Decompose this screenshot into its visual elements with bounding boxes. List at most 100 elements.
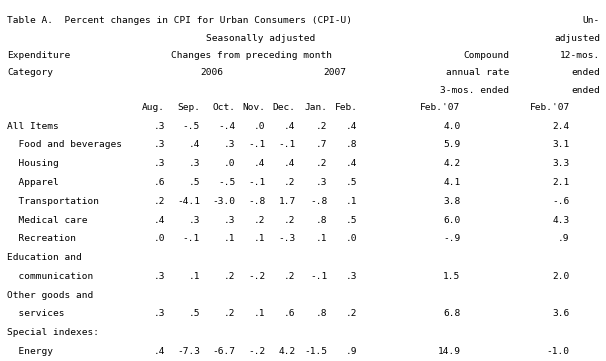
Text: Compound: Compound bbox=[463, 51, 509, 60]
Text: Oct.: Oct. bbox=[212, 103, 235, 112]
Text: -.1: -.1 bbox=[248, 140, 265, 149]
Text: .2: .2 bbox=[254, 216, 265, 225]
Text: .3: .3 bbox=[153, 159, 165, 168]
Text: .3: .3 bbox=[153, 309, 165, 318]
Text: 3.3: 3.3 bbox=[553, 159, 570, 168]
Text: Housing: Housing bbox=[7, 159, 59, 168]
Text: -.6: -.6 bbox=[553, 197, 570, 206]
Text: .8: .8 bbox=[316, 216, 327, 225]
Text: Changes from preceding month: Changes from preceding month bbox=[171, 51, 332, 60]
Text: .2: .2 bbox=[224, 309, 235, 318]
Text: -.1: -.1 bbox=[310, 272, 327, 281]
Text: .3: .3 bbox=[316, 178, 327, 187]
Text: Food and beverages: Food and beverages bbox=[7, 140, 122, 149]
Text: -.2: -.2 bbox=[248, 272, 265, 281]
Text: .2: .2 bbox=[284, 272, 296, 281]
Text: Aug.: Aug. bbox=[142, 103, 165, 112]
Text: .5: .5 bbox=[188, 178, 200, 187]
Text: 14.9: 14.9 bbox=[438, 347, 461, 356]
Text: -1.0: -1.0 bbox=[547, 347, 570, 356]
Text: services: services bbox=[7, 309, 65, 318]
Text: -1.5: -1.5 bbox=[304, 347, 327, 356]
Text: -.1: -.1 bbox=[183, 234, 200, 243]
Text: ended: ended bbox=[571, 86, 600, 95]
Text: -.1: -.1 bbox=[279, 140, 296, 149]
Text: 4.2: 4.2 bbox=[444, 159, 461, 168]
Text: -.1: -.1 bbox=[248, 178, 265, 187]
Text: -3.0: -3.0 bbox=[212, 197, 235, 206]
Text: .3: .3 bbox=[188, 159, 200, 168]
Text: .3: .3 bbox=[346, 272, 358, 281]
Text: .3: .3 bbox=[224, 140, 235, 149]
Text: Education and: Education and bbox=[7, 253, 82, 262]
Text: Recreation: Recreation bbox=[7, 234, 76, 243]
Text: Expenditure: Expenditure bbox=[7, 51, 70, 60]
Text: 12-mos.: 12-mos. bbox=[560, 51, 600, 60]
Text: Medical care: Medical care bbox=[7, 216, 88, 225]
Text: communication: communication bbox=[7, 272, 93, 281]
Text: -.2: -.2 bbox=[248, 347, 265, 356]
Text: .5: .5 bbox=[346, 178, 358, 187]
Text: -.5: -.5 bbox=[183, 122, 200, 131]
Text: Category: Category bbox=[7, 68, 53, 77]
Text: .4: .4 bbox=[254, 159, 265, 168]
Text: .0: .0 bbox=[346, 234, 358, 243]
Text: .4: .4 bbox=[346, 122, 358, 131]
Text: .2: .2 bbox=[284, 216, 296, 225]
Text: Sep.: Sep. bbox=[177, 103, 200, 112]
Text: 4.0: 4.0 bbox=[444, 122, 461, 131]
Text: 3.8: 3.8 bbox=[444, 197, 461, 206]
Text: .4: .4 bbox=[153, 347, 165, 356]
Text: 6.8: 6.8 bbox=[444, 309, 461, 318]
Text: .1: .1 bbox=[316, 234, 327, 243]
Text: Special indexes:: Special indexes: bbox=[7, 328, 99, 337]
Text: 4.3: 4.3 bbox=[553, 216, 570, 225]
Text: -.4: -.4 bbox=[218, 122, 235, 131]
Text: adjusted: adjusted bbox=[554, 34, 600, 43]
Text: Feb.'07: Feb.'07 bbox=[421, 103, 461, 112]
Text: .0: .0 bbox=[153, 234, 165, 243]
Text: .3: .3 bbox=[153, 140, 165, 149]
Text: annual rate: annual rate bbox=[446, 68, 509, 77]
Text: .1: .1 bbox=[254, 309, 265, 318]
Text: .4: .4 bbox=[284, 122, 296, 131]
Text: .1: .1 bbox=[346, 197, 358, 206]
Text: .1: .1 bbox=[224, 234, 235, 243]
Text: .4: .4 bbox=[346, 159, 358, 168]
Text: Un-: Un- bbox=[583, 16, 600, 25]
Text: .0: .0 bbox=[254, 122, 265, 131]
Text: .8: .8 bbox=[316, 309, 327, 318]
Text: -.8: -.8 bbox=[248, 197, 265, 206]
Text: .9: .9 bbox=[346, 347, 358, 356]
Text: .4: .4 bbox=[188, 140, 200, 149]
Text: .6: .6 bbox=[284, 309, 296, 318]
Text: Jan.: Jan. bbox=[304, 103, 327, 112]
Text: 2.0: 2.0 bbox=[553, 272, 570, 281]
Text: -4.1: -4.1 bbox=[177, 197, 200, 206]
Text: -.5: -.5 bbox=[218, 178, 235, 187]
Text: -.9: -.9 bbox=[444, 234, 461, 243]
Text: .0: .0 bbox=[224, 159, 235, 168]
Text: Energy: Energy bbox=[7, 347, 53, 356]
Text: 4.1: 4.1 bbox=[444, 178, 461, 187]
Text: -7.3: -7.3 bbox=[177, 347, 200, 356]
Text: 1.7: 1.7 bbox=[279, 197, 296, 206]
Text: .2: .2 bbox=[153, 197, 165, 206]
Text: Dec.: Dec. bbox=[273, 103, 296, 112]
Text: .8: .8 bbox=[346, 140, 358, 149]
Text: 2.1: 2.1 bbox=[553, 178, 570, 187]
Text: .4: .4 bbox=[153, 216, 165, 225]
Text: .1: .1 bbox=[254, 234, 265, 243]
Text: .6: .6 bbox=[153, 178, 165, 187]
Text: ended: ended bbox=[571, 68, 600, 77]
Text: .7: .7 bbox=[316, 140, 327, 149]
Text: .2: .2 bbox=[346, 309, 358, 318]
Text: .3: .3 bbox=[153, 272, 165, 281]
Text: 2.4: 2.4 bbox=[553, 122, 570, 131]
Text: 1.5: 1.5 bbox=[444, 272, 461, 281]
Text: 5.9: 5.9 bbox=[444, 140, 461, 149]
Text: .3: .3 bbox=[153, 122, 165, 131]
Text: .5: .5 bbox=[188, 309, 200, 318]
Text: 3-mos. ended: 3-mos. ended bbox=[440, 86, 509, 95]
Text: .9: .9 bbox=[558, 234, 570, 243]
